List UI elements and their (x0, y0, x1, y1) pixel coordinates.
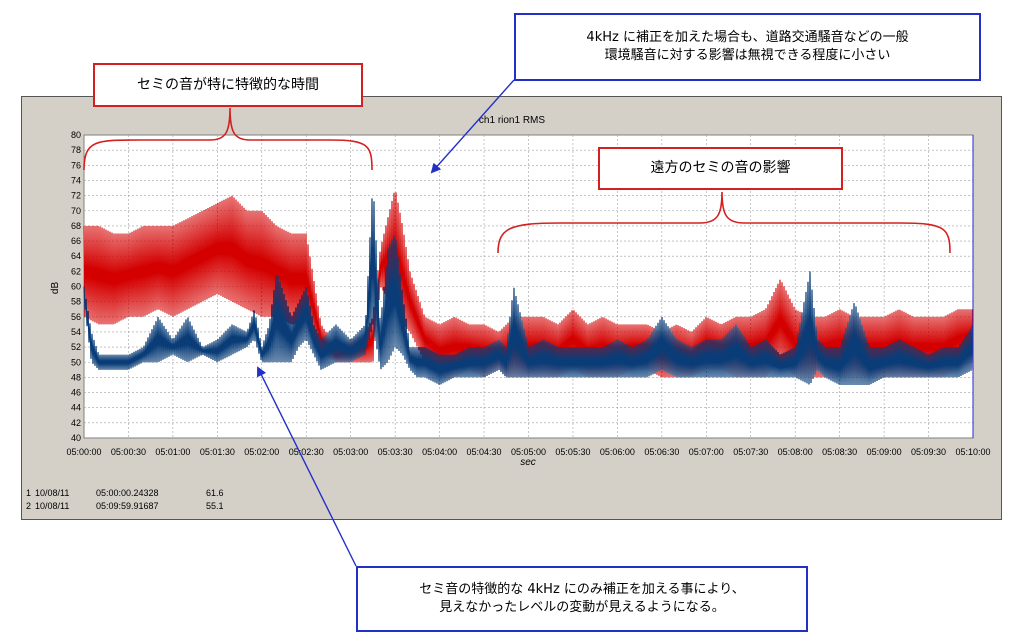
y-tick-label: 68 (71, 221, 81, 231)
x-tick-label: 05:02:30 (289, 447, 324, 457)
y-tick-label: 46 (71, 388, 81, 398)
y-tick-label: 78 (71, 145, 81, 155)
chart-svg: 40 42 44 46 48 50 52 54 56 58 60 62 64 66 68 70 72 74 76 78… (50, 115, 991, 468)
y-tick-label: 80 (71, 130, 81, 140)
y-tick-label: 50 (71, 357, 81, 367)
y-tick-label: 42 (71, 418, 81, 428)
callout-correction-note-line1: セミ音の特徴的な 4kHz にのみ補正を加える事により、 (419, 582, 745, 598)
callout-road-noise-line2: 環境騒音に対する影響は無視できる程度に小さい (604, 48, 891, 63)
info-row-1: 1 10/08/11 05:00:00.24328 61.6 (26, 488, 326, 500)
x-tick-label: 05:00:30 (111, 447, 146, 457)
x-tick-label: 05:06:00 (600, 447, 635, 457)
y-tick-label: 60 (71, 282, 81, 292)
x-tick-label: 05:02:00 (244, 447, 279, 457)
x-tick-label: 05:08:00 (778, 447, 813, 457)
x-tick-label: 05:01:30 (200, 447, 235, 457)
x-tick-label: 05:05:00 (511, 447, 546, 457)
y-tick-label: 52 (71, 342, 81, 352)
x-tick-label: 05:09:30 (911, 447, 946, 457)
info-row-2: 2 10/08/11 05:09:59.91687 55.1 (26, 501, 326, 513)
callout-cicada-time: セミの音が特に特徴的な時間 (93, 63, 363, 107)
info-row-2-time: 05:09:59.91687 (96, 501, 159, 511)
x-tick-label: 05:06:30 (644, 447, 679, 457)
x-tick-label: 05:04:30 (467, 447, 502, 457)
info-row-2-date: 10/08/11 (35, 501, 70, 511)
info-row-1-date: 10/08/11 (35, 488, 70, 498)
callout-cicada-time-text: セミの音が特に特徴的な時間 (137, 76, 319, 93)
x-tick-label: 05:07:30 (733, 447, 768, 457)
x-axis-label: sec (520, 457, 536, 468)
chart-title: ch1 rion1 RMS (479, 115, 545, 126)
y-tick-label: 40 (71, 433, 81, 443)
x-tick-label: 05:03:30 (378, 447, 413, 457)
x-tick-label: 05:05:30 (555, 447, 590, 457)
x-tick-label: 05:03:00 (333, 447, 368, 457)
x-tick-label: 05:10:00 (955, 447, 990, 457)
x-tick-label: 05:09:00 (867, 447, 902, 457)
callout-distant-cicada-text: 遠方のセミの音の影響 (650, 160, 791, 177)
y-tick-label: 44 (71, 403, 81, 413)
y-tick-label: 58 (71, 297, 81, 307)
x-tick-label: 05:00:00 (66, 447, 101, 457)
chart-panel: 40 42 44 46 48 50 52 54 56 58 60 62 64 66 68 70 72 74 76 78… (21, 96, 1002, 520)
y-tick-label: 48 (71, 372, 81, 382)
callout-road-noise: 4kHz に補正を加えた場合も、道路交通騒音などの一般 環境騒音に対する影響は無… (514, 13, 981, 81)
y-tick-label: 66 (71, 236, 81, 246)
info-row-1-num: 1 (26, 488, 32, 498)
x-tick-label: 05:08:30 (822, 447, 857, 457)
y-tick-label: 72 (71, 191, 81, 201)
x-tick-label: 05:01:00 (155, 447, 190, 457)
series-line-blue (83, 198, 974, 386)
y-tick-label: 56 (71, 312, 81, 322)
callout-road-noise-line1: 4kHz に補正を加えた場合も、道路交通騒音などの一般 (586, 30, 909, 46)
y-tick-label: 70 (71, 206, 81, 216)
y-tick-label: 64 (71, 251, 81, 261)
x-tick-label: 05:04:00 (422, 447, 457, 457)
y-tick-label: 74 (71, 175, 81, 185)
info-row-2-value: 55.1 (206, 501, 224, 511)
info-row-2-num: 2 (26, 501, 32, 511)
series-layer (83, 192, 974, 386)
callout-distant-cicada: 遠方のセミの音の影響 (598, 147, 843, 190)
y-axis-label: dB (50, 282, 61, 295)
y-tick-label: 76 (71, 160, 81, 170)
info-row-1-value: 61.6 (206, 488, 224, 498)
y-tick-label: 54 (71, 327, 81, 337)
info-row-1-time: 05:00:00.24328 (96, 488, 159, 498)
x-tick-label: 05:07:00 (689, 447, 724, 457)
callout-correction-note: セミ音の特徴的な 4kHz にのみ補正を加える事により、 見えなかったレベルの変… (356, 566, 808, 632)
callout-correction-note-line2: 見えなかったレベルの変動が見えるようになる。 (439, 600, 725, 615)
y-tick-label: 62 (71, 266, 81, 276)
